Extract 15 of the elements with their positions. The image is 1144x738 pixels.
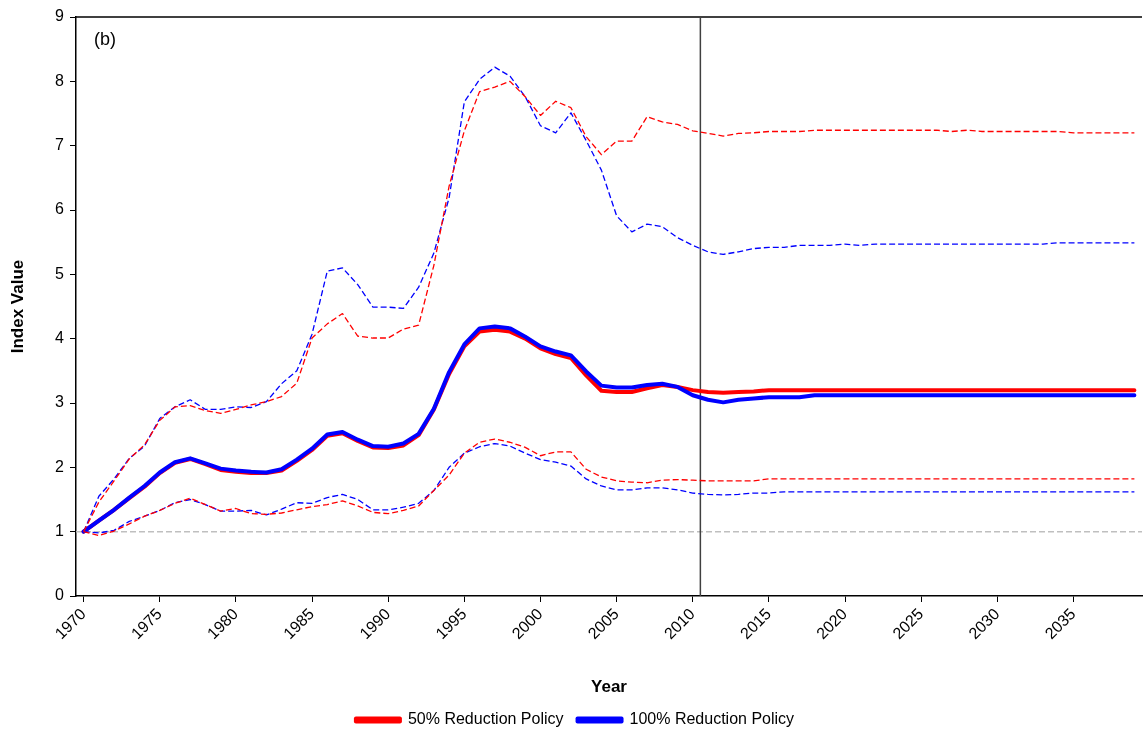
- legend-label: 50% Reduction Policy: [407, 710, 564, 728]
- annotation: (b): [94, 28, 116, 49]
- y-axis-title: Index Value: [7, 259, 27, 354]
- legend-label: 100% Reduction Policy: [629, 710, 795, 728]
- y-tick-label: 7: [55, 136, 65, 154]
- y-tick-label: 2: [55, 457, 65, 475]
- y-tick-label: 1: [55, 522, 65, 540]
- y-tick-label: 8: [55, 71, 65, 89]
- y-tick-label: 3: [55, 393, 65, 411]
- x-axis-title: Year: [591, 677, 628, 697]
- y-tick-label: 5: [55, 264, 65, 282]
- y-tick-label: 0: [55, 586, 65, 604]
- y-tick-label: 4: [55, 329, 65, 347]
- y-tick-label: 9: [55, 7, 65, 25]
- y-tick-label: 6: [55, 200, 65, 218]
